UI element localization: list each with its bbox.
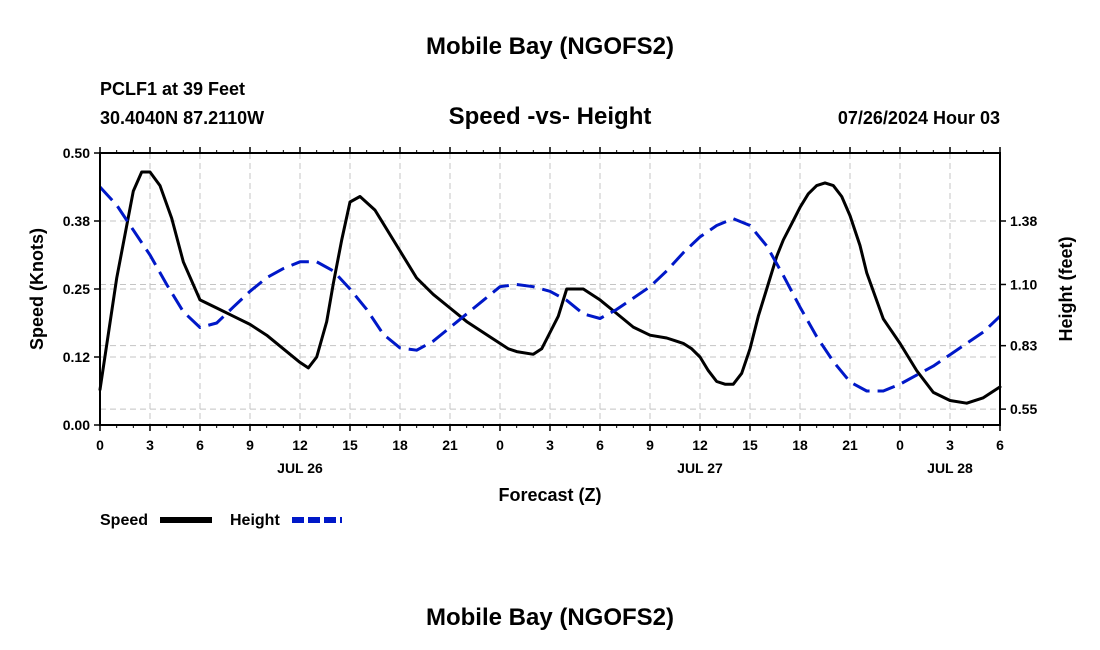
x-tick-label: 0 <box>896 437 904 453</box>
date-label: JUL 27 <box>677 460 723 476</box>
x-tick-label: 21 <box>842 437 858 453</box>
x-tick-label: 12 <box>692 437 708 453</box>
series-line-speed <box>98 170 1002 405</box>
y-tick-label-right: 1.38 <box>1010 213 1037 229</box>
right-axis-label: Height (feet) <box>1056 237 1076 342</box>
legend-height-label: Height <box>230 512 280 529</box>
y-tick-label-right: 0.55 <box>1010 401 1037 417</box>
x-tick-label: 21 <box>442 437 458 453</box>
x-tick-label: 3 <box>946 437 954 453</box>
x-tick-label: 0 <box>96 437 104 453</box>
y-tick-label-left: 0.00 <box>63 417 90 433</box>
chart-subtitle: Speed -vs- Height <box>449 103 652 130</box>
x-tick-label: 9 <box>646 437 654 453</box>
left-axis-label: Speed (Knots) <box>27 228 47 350</box>
x-tick-label: 6 <box>196 437 204 453</box>
x-axis-label: Forecast (Z) <box>498 485 601 505</box>
series-layer <box>98 170 1002 405</box>
y-tick-label-right: 1.10 <box>1010 276 1037 292</box>
x-tick-label: 15 <box>342 437 358 453</box>
x-tick-label: 12 <box>292 437 308 453</box>
x-tick-label: 3 <box>546 437 554 453</box>
date-label: JUL 26 <box>277 460 323 476</box>
bottom-chart-title: Mobile Bay (NGOFS2) <box>426 604 674 631</box>
x-tick-label: 15 <box>742 437 758 453</box>
x-tick-label: 0 <box>496 437 504 453</box>
x-tick-label: 3 <box>146 437 154 453</box>
series-line-height <box>98 185 1002 393</box>
y-tick-label-left: 0.25 <box>63 281 90 297</box>
y-tick-label-left: 0.50 <box>63 145 90 161</box>
date-label: JUL 28 <box>927 460 973 476</box>
x-tick-label: 9 <box>246 437 254 453</box>
y-tick-label-left: 0.12 <box>63 349 90 365</box>
tick-layer: 0 3 6 9 12 15 18 21 0 3 6 9 12 15 18 21 0 3 6 JUL 26 JUL 27 J… <box>63 145 1038 476</box>
x-tick-label: 18 <box>792 437 808 453</box>
legend: Speed Height <box>100 512 342 529</box>
x-tick-label: 18 <box>392 437 408 453</box>
station-coordinates: 30.4040N 87.2110W <box>100 108 264 128</box>
x-tick-label: 6 <box>596 437 604 453</box>
x-tick-label: 6 <box>996 437 1004 453</box>
grid-layer <box>100 153 1000 425</box>
chart-title: Mobile Bay (NGOFS2) <box>426 33 674 60</box>
legend-speed-label: Speed <box>100 512 148 529</box>
forecast-date: 07/26/2024 Hour 03 <box>838 108 1000 128</box>
y-tick-label-left: 0.38 <box>63 213 90 229</box>
station-name: PCLF1 at 39 Feet <box>100 79 245 99</box>
y-tick-label-right: 0.83 <box>1010 338 1037 354</box>
